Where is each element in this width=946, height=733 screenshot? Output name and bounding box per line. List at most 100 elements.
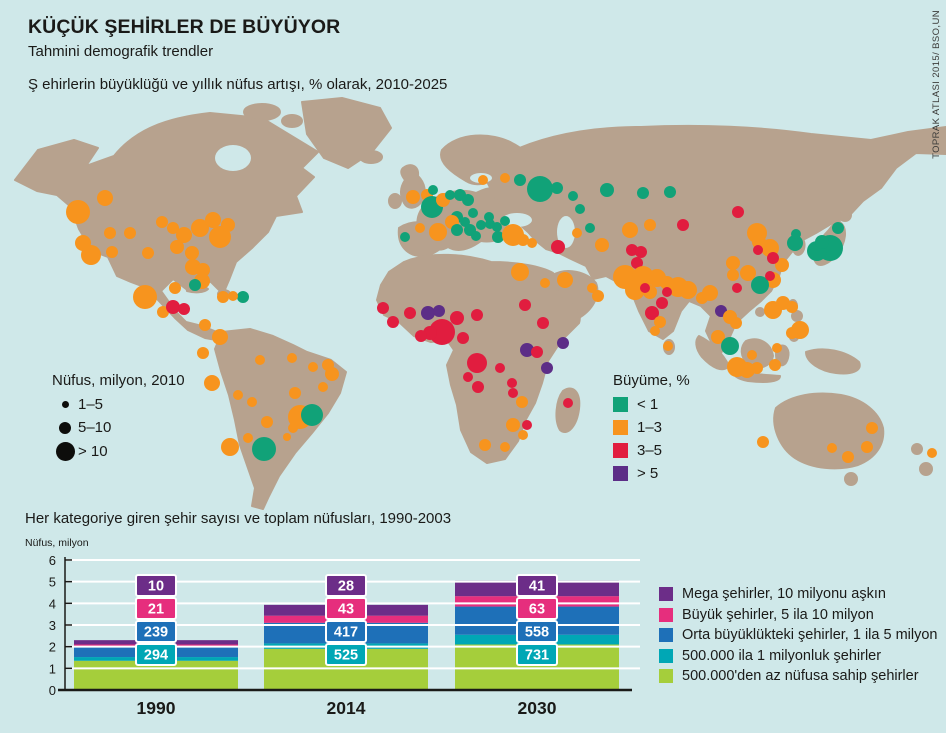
city-bubble: [726, 256, 740, 270]
city-bubble: [478, 175, 488, 185]
size-legend-title: Nüfus, milyon, 2010: [52, 372, 185, 389]
city-bubble: [518, 430, 528, 440]
city-bubble: [104, 227, 116, 239]
city-bubble: [769, 359, 781, 371]
city-bubble: [677, 219, 689, 231]
city-bubble: [587, 283, 597, 293]
population-dot-icon: [59, 421, 71, 434]
growth-swatch-icon: [613, 397, 628, 412]
city-bubble: [485, 219, 495, 229]
city-bubble: [827, 443, 837, 453]
city-bubble: [66, 200, 90, 224]
city-bubble: [721, 337, 739, 355]
city-bubble: [732, 206, 744, 218]
count-badge-value: 525: [334, 648, 358, 664]
growth-swatch-icon: [613, 466, 637, 481]
size-legend-item: > 10: [52, 442, 185, 461]
city-bubble: [866, 422, 878, 434]
growth-swatch-icon: [613, 420, 637, 435]
city-bubble: [406, 190, 420, 204]
count-badge-value: 731: [525, 648, 549, 664]
population-dot-icon: [52, 442, 78, 461]
count-badge-mid: [135, 620, 177, 643]
city-bubble: [495, 363, 505, 373]
count-badge-value: 558: [525, 625, 549, 641]
city-bubble: [514, 174, 526, 186]
bar-legend-item: Büyük şehirler, 5 ila 10 milyon: [659, 607, 937, 623]
page-subtitle: Tahmini demografik trendler: [28, 43, 214, 60]
city-bubble: [815, 235, 829, 249]
city-bubble: [247, 397, 257, 407]
landmass-new-zealand: [919, 462, 933, 476]
city-bubble: [540, 278, 550, 288]
map-description: Ş ehirlerin büyüklüğü ve yıllık nüfus ar…: [28, 76, 448, 93]
city-bubble: [471, 231, 481, 241]
growth-legend-item: 1–3: [613, 419, 690, 436]
city-bubble: [287, 353, 297, 363]
city-bubble: [751, 362, 763, 374]
city-bubble: [541, 362, 553, 374]
city-bubble: [233, 390, 243, 400]
city-bubble: [217, 291, 229, 303]
growth-legend-item-label: 1–3: [637, 419, 663, 436]
city-bubble: [730, 317, 742, 329]
city-bubble: [631, 257, 643, 269]
size-legend: Nüfus, milyon, 2010 1–5 5–10 > 10: [52, 372, 185, 467]
count-badge-mid: [325, 620, 367, 643]
growth-legend-item: > 5: [613, 465, 690, 482]
city-bubble: [775, 258, 789, 272]
city-bubble: [500, 216, 510, 226]
count-badge-value: 10: [148, 579, 164, 595]
city-bubble: [664, 186, 676, 198]
city-bubble: [654, 316, 666, 328]
city-bubble: [786, 327, 798, 339]
city-bubble: [732, 283, 742, 293]
city-bubble: [415, 223, 425, 233]
city-bubble: [600, 183, 614, 197]
city-bubble: [404, 307, 416, 319]
count-badge-half_to_1m: [135, 643, 177, 666]
city-bubble: [252, 437, 276, 461]
count-badge-large: [135, 597, 177, 620]
city-bubble: [377, 302, 389, 314]
bar-legend-item-label: Mega şehirler, 10 milyonu aşkın: [682, 586, 886, 602]
city-bubble: [463, 372, 473, 382]
count-badge-mega: [325, 574, 367, 597]
growth-legend-item-label: > 5: [637, 465, 659, 482]
city-bubble: [637, 187, 649, 199]
city-bubble: [747, 350, 757, 360]
city-bubble: [557, 337, 569, 349]
growth-swatch-icon: [613, 443, 628, 458]
landmass-arctic-island: [243, 103, 281, 121]
city-bubble: [842, 451, 854, 463]
count-badge-large: [325, 597, 367, 620]
y-tick-label: 2: [49, 640, 56, 655]
city-bubble: [318, 382, 328, 392]
city-bubble: [527, 176, 553, 202]
city-bubble: [656, 297, 668, 309]
city-bubble: [595, 238, 609, 252]
city-bubble: [169, 282, 181, 294]
landmass-sumatra: [695, 335, 730, 371]
growth-legend-item: 3–5: [613, 442, 690, 459]
city-bubble: [585, 223, 595, 233]
city-bubble: [451, 224, 463, 236]
landmass-borneo: [740, 338, 774, 369]
landmass-new-guinea: [805, 348, 861, 375]
city-bubble: [221, 218, 235, 232]
city-bubble: [445, 190, 455, 200]
count-badge-value: 239: [144, 625, 168, 641]
bar-legend-item: 500.000'den az nüfusa sahip şehirler: [659, 668, 937, 684]
header: KÜÇÜK ŞEHİRLER DE BÜYÜYOR Tahmini demogr…: [28, 16, 340, 60]
city-bubble: [522, 420, 532, 430]
y-tick-label: 5: [49, 575, 56, 590]
hudson-bay: [215, 145, 251, 171]
y-tick-label: 6: [49, 553, 56, 568]
city-bubble: [640, 283, 650, 293]
city-bubble: [739, 362, 755, 378]
source-credit: TOPRAK ATLASI 2015/ BSO,UN: [931, 10, 942, 159]
category-swatch-icon: [659, 587, 682, 601]
city-bubble: [205, 212, 221, 228]
seas-layer: [215, 145, 575, 248]
